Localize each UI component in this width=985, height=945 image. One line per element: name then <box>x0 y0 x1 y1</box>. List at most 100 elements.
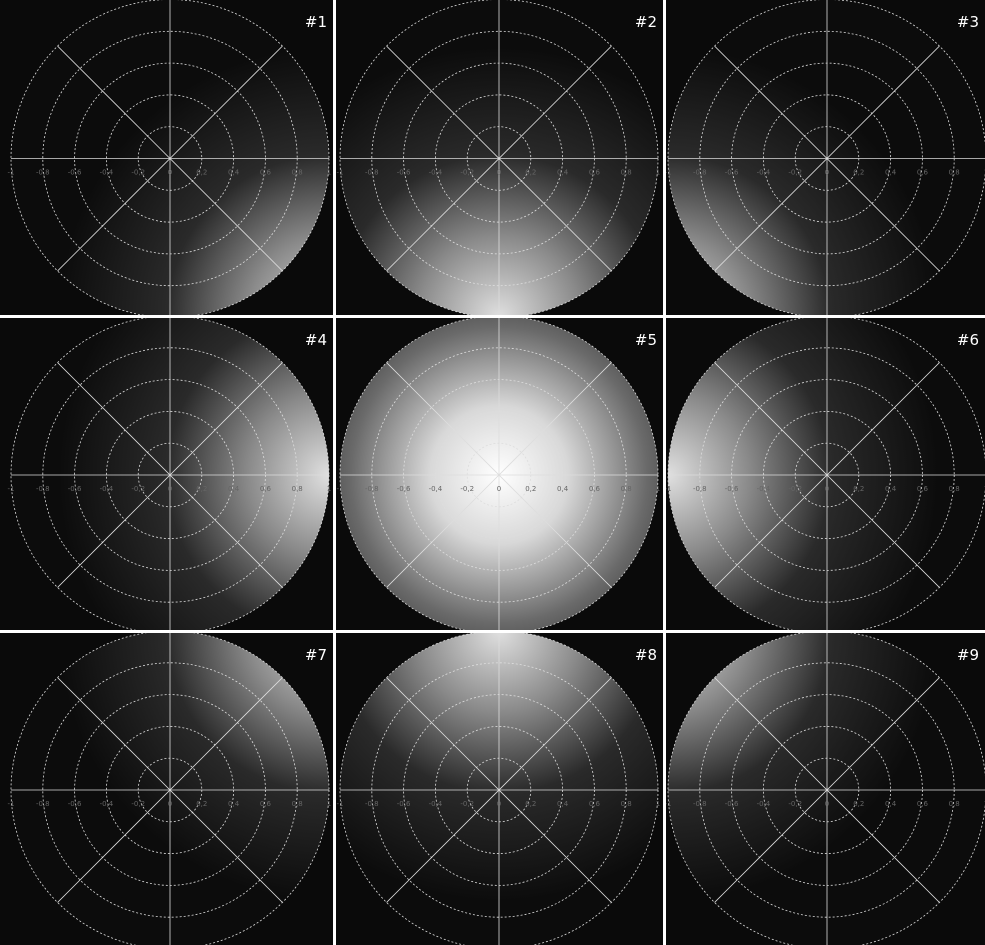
axis-label: 0,6 <box>917 485 929 493</box>
axis-label: 0 <box>168 485 172 493</box>
axis-label: -0,4 <box>757 169 771 177</box>
axis-label: -0,8 <box>693 169 707 177</box>
panel-label: #9 <box>957 646 979 664</box>
axis-label: 0 <box>497 800 501 808</box>
axis-label: 0,4 <box>557 485 569 493</box>
axis-label: -0,6 <box>397 800 411 808</box>
axis-label: 1 <box>327 800 331 808</box>
axis-label: -0,6 <box>68 800 82 808</box>
panel-label: #7 <box>305 646 327 664</box>
panel: -1 -0,8 -0,6 -0,4 -0,2 0 0,2 0,4 0,6 0,8 1 #6 <box>666 318 985 630</box>
axis-label: 0,4 <box>557 800 569 808</box>
grid-spoke <box>714 677 940 903</box>
axis-label: -0,8 <box>365 485 379 493</box>
axis-label: 0,6 <box>260 800 272 808</box>
axis-label: 0,2 <box>196 800 207 808</box>
axis-label: -1 <box>665 169 672 177</box>
axis-label: 1 <box>327 169 331 177</box>
axis-label: 0,6 <box>589 169 601 177</box>
axis-label: 0,6 <box>260 169 272 177</box>
panel: -1 -0,8 -0,6 -0,4 -0,2 0 0,2 0,4 0,6 0,8 1 #9 <box>666 633 985 945</box>
axis-label: -0,4 <box>757 485 771 493</box>
axis-label: -0,8 <box>365 169 379 177</box>
axis-label: 0,8 <box>949 485 960 493</box>
axis-label: -0,6 <box>725 485 739 493</box>
axis-label: -0,2 <box>460 485 474 493</box>
axis-label: 1 <box>327 485 331 493</box>
axis-label: 0,4 <box>885 169 897 177</box>
axis-label: -1 <box>337 800 344 808</box>
axis-label: -0,4 <box>100 800 114 808</box>
panel: -1 -0,8 -0,6 -0,4 -0,2 0 0,2 0,4 0,6 0,8 1 #4 <box>0 318 333 630</box>
axis-label: 1 <box>656 800 660 808</box>
panel-label: #2 <box>635 13 657 31</box>
axis-label: 0,8 <box>292 800 303 808</box>
panel-label: #1 <box>305 13 327 31</box>
axis-label: -0,6 <box>725 800 739 808</box>
axis-label: 0 <box>825 485 829 493</box>
grid-spoke <box>714 45 940 272</box>
axis-label: -0,2 <box>460 800 474 808</box>
axis-label: 0,2 <box>196 485 207 493</box>
axis-label: -0,2 <box>460 169 474 177</box>
axis-label: 0,8 <box>949 800 960 808</box>
axis-label: 0,8 <box>621 169 632 177</box>
axis-label: 0 <box>168 800 172 808</box>
axis-label: -0,8 <box>36 800 50 808</box>
axis-label: -0,4 <box>429 169 443 177</box>
grid-spoke <box>386 362 612 588</box>
axis-label: -0,8 <box>365 800 379 808</box>
axis-label: -0,4 <box>429 800 443 808</box>
axis-label: -0,4 <box>429 485 443 493</box>
axis-label: 1 <box>656 169 660 177</box>
axis-label: -0,4 <box>100 169 114 177</box>
axis-label: -0,8 <box>36 169 50 177</box>
panel: -1 -0,8 -0,6 -0,4 -0,2 0 0,2 0,4 0,6 0,8 1 #8 <box>336 633 663 945</box>
axis-label: 0 <box>497 169 501 177</box>
grid-spoke <box>57 45 283 272</box>
axis-label: 0,6 <box>589 485 601 493</box>
grid-spoke <box>57 677 283 903</box>
axis-label: 0,4 <box>228 485 240 493</box>
axis-label: 0,2 <box>525 485 536 493</box>
axis-label: -0,6 <box>68 169 82 177</box>
axis-label: 0,8 <box>621 485 632 493</box>
axis-label: -0,6 <box>68 485 82 493</box>
panel: -1 -0,8 -0,6 -0,4 -0,2 0 0,2 0,4 0,6 0,8 1 #2 <box>336 0 663 315</box>
axis-label: 0,4 <box>557 169 569 177</box>
axis-label: -0,6 <box>397 169 411 177</box>
axis-label: 0,4 <box>885 485 897 493</box>
axis-label: 0 <box>168 169 172 177</box>
panel: -1 -0,8 -0,6 -0,4 -0,2 0 0,2 0,4 0,6 0,8 1 #1 <box>0 0 333 315</box>
axis-label: 1 <box>656 485 660 493</box>
axis-label: 0,8 <box>292 485 303 493</box>
axis-label: -0,8 <box>36 485 50 493</box>
axis-label: -1 <box>8 485 15 493</box>
axis-label: 0,2 <box>525 169 536 177</box>
axis-label: -0,2 <box>788 169 802 177</box>
panel-label: #5 <box>635 331 657 349</box>
axis-label: 1 <box>984 800 985 808</box>
axis-label: 0,2 <box>853 800 864 808</box>
axis-label: 0,2 <box>853 169 864 177</box>
axis-label: 0,2 <box>525 800 536 808</box>
axis-label: -0,8 <box>693 800 707 808</box>
axis-label: 0,6 <box>589 800 601 808</box>
axis-label: 1 <box>984 485 985 493</box>
axis-label: -0,2 <box>131 800 145 808</box>
axis-label: 0,2 <box>853 485 864 493</box>
grid-spoke <box>714 362 940 588</box>
axis-label: -0,6 <box>725 169 739 177</box>
axis-label: -0,4 <box>100 485 114 493</box>
axis-label: -0,2 <box>788 800 802 808</box>
axis-label: 0,2 <box>196 169 207 177</box>
grid-spoke <box>386 45 612 272</box>
axis-label: 0 <box>497 485 501 493</box>
grid-spoke <box>386 677 612 903</box>
axis-label: -0,2 <box>131 485 145 493</box>
axis-label: 0,4 <box>228 169 240 177</box>
axis-label: 0,8 <box>621 800 632 808</box>
panel-label: #6 <box>957 331 979 349</box>
axis-label: -0,4 <box>757 800 771 808</box>
